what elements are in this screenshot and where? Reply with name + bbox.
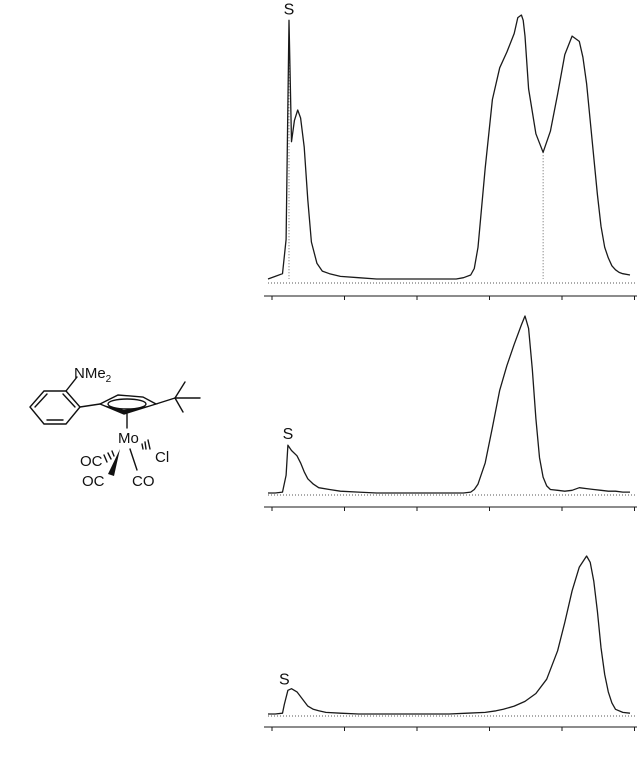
- solvent-peak-label-panel-3: S: [279, 671, 290, 688]
- solvent-peak-label-panel-1: S: [284, 1, 295, 18]
- chloride-label: Cl: [155, 449, 169, 466]
- cp-aromatic-circle: [107, 398, 147, 410]
- benzene-ring: [29, 390, 81, 425]
- solvent-peak-label-panel-2: S: [283, 426, 294, 443]
- cyclopentadienyl-ring: [98, 394, 158, 415]
- tbutyl-branch-1: [174, 381, 186, 399]
- aryl-cp-bond: [79, 403, 101, 408]
- benzene-double-bond-3: [62, 393, 76, 408]
- x-axis-ticks-panel-3: [271, 727, 635, 731]
- tbutyl-bond: [155, 397, 176, 405]
- x-axis-ticks-panel-1: [271, 296, 635, 300]
- x-axis-ticks-panel-2: [271, 507, 635, 511]
- chromatogram-panel-2: S: [264, 315, 637, 511]
- chromatogram-trace-panel-1: [267, 14, 631, 280]
- chromatogram-trace-panel-2: [268, 315, 630, 494]
- carbonyl-2-wedge-bond: [108, 449, 120, 476]
- droplines-panel-1: [288, 20, 544, 279]
- chloride-hashed-bond: [141, 439, 151, 450]
- tbutyl-branch-3: [174, 397, 184, 413]
- amine-label: NMe2: [74, 365, 112, 385]
- chromatogram-panel-1: S: [264, 1, 637, 300]
- carbonyl-1-hashed-bond: [103, 450, 115, 463]
- carbonyl-3-label: CO: [132, 473, 155, 490]
- amine-subscript: 2: [106, 374, 112, 385]
- carbonyl-1-label: OC: [80, 453, 103, 470]
- cp-front-wedge: [103, 405, 154, 414]
- amine-bond: [65, 376, 78, 392]
- benzene-double-bond-1: [34, 393, 48, 408]
- metal-label: Mo: [118, 430, 139, 447]
- carbonyl-2-label: OC: [82, 473, 105, 490]
- amine-text: NMe: [74, 365, 106, 382]
- molecule-structure: NMe2 Mo Cl OC OC CO: [29, 365, 201, 490]
- chromatogram-panel-3: S: [264, 555, 637, 731]
- chromatogram-trace-panel-3: [268, 555, 631, 715]
- carbonyl-3-bond: [129, 448, 138, 471]
